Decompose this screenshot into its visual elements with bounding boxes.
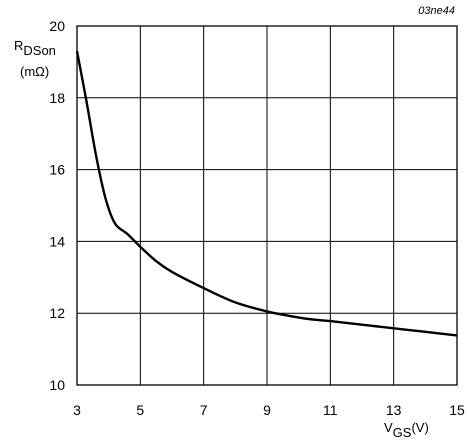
grid-lines — [77, 26, 457, 385]
y-axis-label: RDSon (mΩ) — [14, 38, 56, 79]
series-line — [75, 50, 458, 337]
x-axis-subscript: GS — [393, 425, 412, 440]
y-tick-label: 16 — [49, 162, 65, 178]
x-tick-label: 11 — [323, 402, 338, 418]
series-curve-group — [75, 50, 458, 337]
x-axis-symbol: V — [384, 420, 393, 435]
y-axis-subscript: DSon — [23, 43, 56, 58]
x-axis-unit: (V) — [411, 420, 428, 435]
y-tick-label: 12 — [49, 305, 65, 321]
x-tick-labels: 3 5 7 9 11 13 15 — [73, 402, 465, 418]
x-axis-label-text: VGS(V) — [384, 420, 429, 440]
y-tick-labels: 10 12 14 16 18 20 — [49, 18, 65, 393]
x-tick-label: 13 — [386, 402, 402, 418]
x-axis-label: VGS(V) — [384, 420, 429, 440]
x-tick-label: 15 — [449, 402, 465, 418]
x-tick-label: 7 — [200, 402, 208, 418]
y-axis-unit: (mΩ) — [20, 64, 49, 79]
y-tick-label: 14 — [49, 233, 65, 249]
figure-code: 03ne44 — [418, 5, 455, 17]
y-axis-label-text: RDSon — [14, 38, 56, 58]
x-tick-label: 3 — [73, 402, 81, 418]
x-tick-label: 5 — [136, 402, 144, 418]
y-tick-label: 18 — [49, 90, 65, 106]
y-tick-label: 10 — [49, 377, 65, 393]
plot-frame — [76, 25, 458, 386]
y-tick-label: 20 — [49, 18, 65, 34]
x-tick-label: 9 — [263, 402, 271, 418]
y-axis-symbol: R — [14, 38, 23, 53]
